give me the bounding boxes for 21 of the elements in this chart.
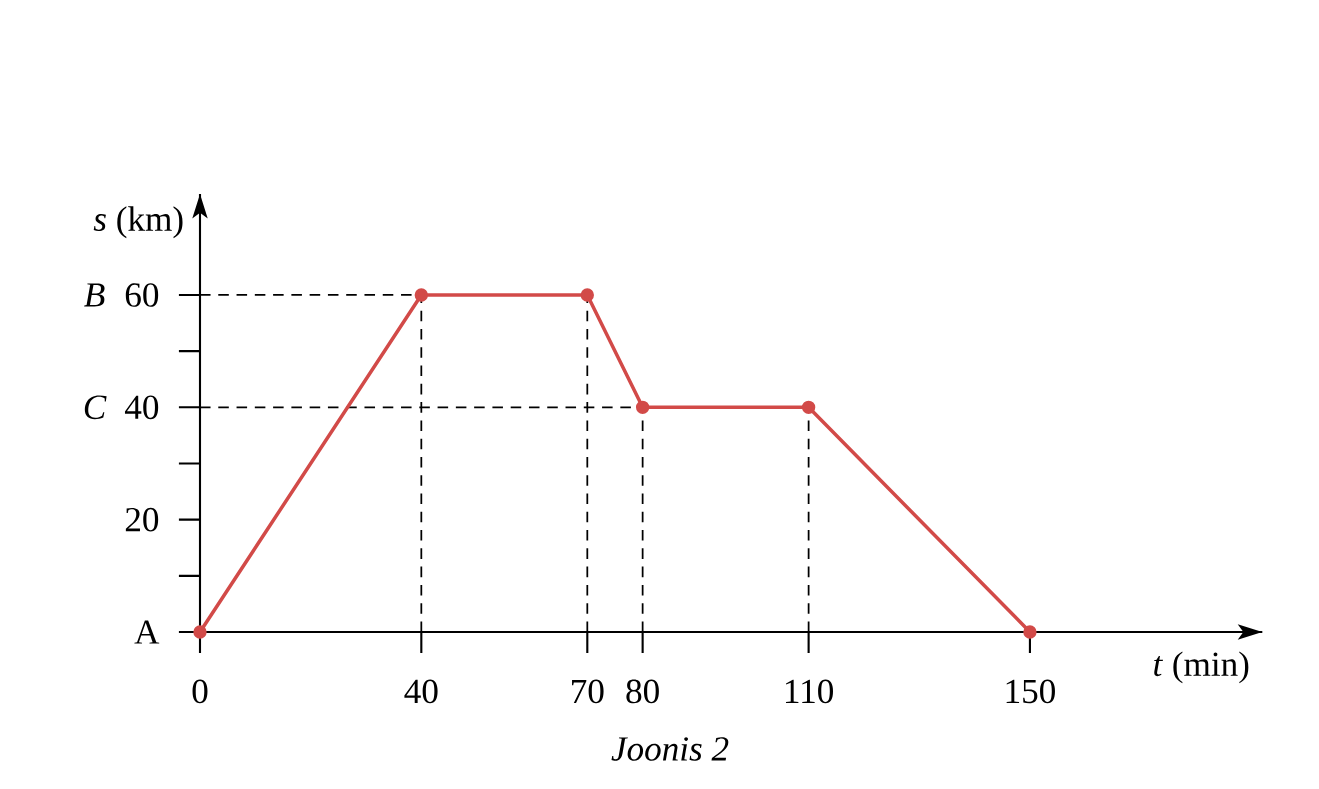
point — [414, 288, 428, 302]
y-axis-title: s (km) — [93, 206, 183, 239]
point — [801, 400, 816, 414]
ref-line-label: B — [84, 283, 105, 307]
point — [580, 288, 594, 302]
x-tick-label: 0 — [192, 679, 208, 704]
point — [1023, 625, 1037, 639]
y-tick-label: 60 — [125, 283, 159, 307]
ref-line-label: C — [84, 395, 107, 420]
text: Joonis 2 — [611, 737, 729, 761]
x-axis-title: t (min) — [1154, 651, 1249, 684]
y-tick-label: 40 — [124, 395, 159, 420]
y-tick-label: A — [134, 620, 160, 644]
x-tick-label: 80 — [626, 679, 659, 704]
x-tick-label: 40 — [404, 679, 438, 704]
x-tick-label: 70 — [572, 679, 604, 704]
x-tick-label: 110 — [785, 679, 834, 704]
y-tick-label: 20 — [125, 507, 159, 532]
point — [193, 625, 207, 639]
x-tick-label: 150 — [1006, 679, 1055, 704]
point — [635, 400, 650, 414]
